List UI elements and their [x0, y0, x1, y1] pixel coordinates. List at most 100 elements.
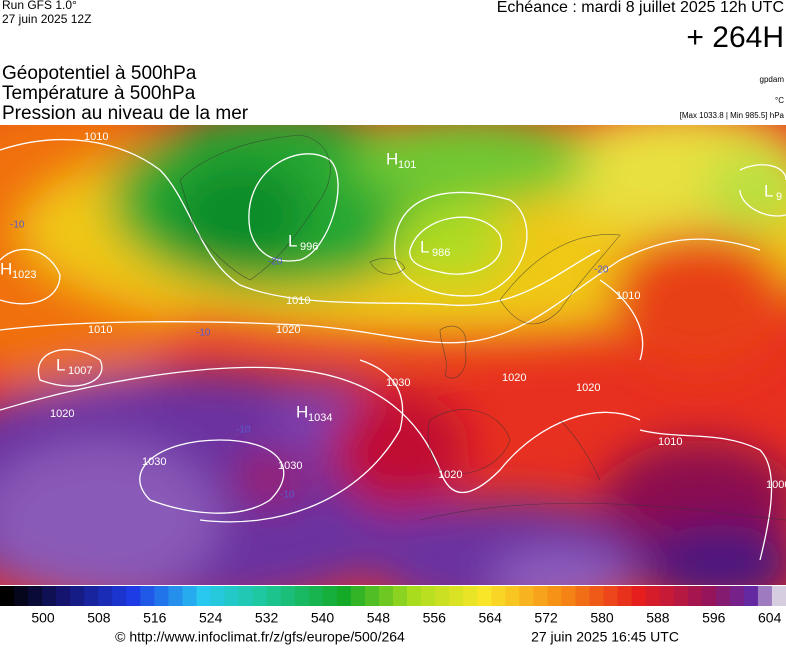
isobar-label: 1020: [50, 408, 74, 420]
isobar: [37, 348, 103, 387]
colorbar-label: 500: [31, 610, 55, 626]
isobar: [0, 366, 641, 494]
colorbar-swatch: [659, 586, 675, 606]
isobar: [394, 191, 528, 297]
temperature-label: -10: [10, 220, 25, 231]
shade-blob: [0, 440, 220, 585]
colorbar-swatch: [238, 586, 254, 606]
colorbar-swatch: [182, 586, 197, 606]
unit-label: gpdam: [760, 75, 785, 84]
colorbar-label: 596: [702, 610, 726, 626]
colorbar-swatch: [224, 586, 240, 606]
isobars: [0, 138, 786, 561]
center-value: 9: [776, 191, 782, 203]
colorbar-swatch: [294, 586, 310, 606]
isobar: [0, 248, 61, 305]
center-letter: L: [288, 231, 297, 250]
colorbar-swatch: [729, 586, 745, 606]
isobar: [0, 238, 761, 344]
isobar-label: 1010: [658, 436, 682, 448]
colorbar-swatch: [421, 586, 436, 606]
colorbar-swatch: [70, 586, 85, 606]
field-title: Température à 500hPa: [2, 83, 196, 104]
colorbar-swatch: [14, 586, 29, 606]
colorbar-swatch: [575, 586, 590, 606]
colorbar-swatch: [280, 586, 296, 606]
colorbar-label: 580: [590, 610, 614, 626]
colorbar-swatch: [463, 586, 478, 606]
shade-blob: [350, 125, 590, 205]
colorbar-swatch: [252, 586, 268, 606]
colorbar-swatch: [308, 586, 324, 606]
run-date: 27 juin 2025 12Z: [2, 12, 91, 26]
colorbar-swatch: [673, 586, 689, 606]
colorbar-swatch: [757, 586, 773, 606]
isobar: [0, 138, 601, 307]
shade-blob: [610, 230, 786, 370]
center-letter: L: [420, 237, 429, 256]
colorbar-swatch: [645, 586, 661, 606]
colorbar: 500 508 516 524 532 540 548 556 564 572 580 588 596 6…: [0, 586, 786, 626]
center-letter: H: [0, 259, 12, 278]
coastlines: [179, 134, 786, 521]
colorbar-swatch: [519, 586, 534, 606]
temperature-label: -20: [268, 257, 283, 268]
colorbar-swatch: [28, 586, 43, 606]
field-shading: [0, 125, 786, 585]
colorbar-swatch: [112, 586, 127, 606]
isobar-label: 1030: [386, 377, 410, 389]
temperature-label: -10: [196, 328, 211, 339]
isobar-label: 1020: [276, 324, 300, 336]
lead-time: + 264H: [686, 21, 784, 54]
field-title: Pression au niveau de la mer: [2, 103, 249, 124]
isobar-label: 1020: [502, 372, 526, 384]
colorbar-swatch: [168, 586, 183, 606]
isobar: [139, 439, 285, 514]
scandinavia: [499, 234, 621, 325]
colorbar-swatch: [364, 586, 380, 606]
center-letter: H: [296, 402, 308, 421]
colorbar-label: 572: [534, 610, 558, 626]
isobar-label: 1030: [278, 460, 302, 472]
colorbar-swatch: [336, 586, 352, 606]
shade-blob: [640, 525, 786, 585]
isobar-label: 1010: [84, 131, 108, 143]
colorbar-swatch: [140, 586, 155, 606]
colorbar-swatch: [491, 586, 506, 606]
unit-label: °C: [775, 96, 784, 105]
colorbar-label: 540: [311, 610, 335, 626]
center-value: 1023: [12, 269, 36, 281]
colorbar-label: 508: [87, 610, 111, 626]
footer-timestamp: 27 juin 2025 16:45 UTC: [531, 629, 679, 645]
colorbar-swatch: [771, 586, 786, 606]
temperature-label: -20: [594, 265, 609, 276]
colorbar-swatch: [350, 586, 366, 606]
colorbar-swatch: [505, 586, 520, 606]
north-africa-coast: [419, 503, 786, 521]
colorbar-swatch: [477, 586, 492, 606]
center-value: 1034: [308, 412, 332, 424]
temperature-label: -10: [236, 425, 251, 436]
colorbar-swatch: [407, 586, 422, 606]
colorbar-swatch: [701, 586, 717, 606]
colorbar-swatch: [715, 586, 731, 606]
center-value: 996: [300, 241, 318, 253]
colorbar-swatch: [322, 586, 338, 606]
shade-blob: [235, 453, 305, 503]
colorbar-swatch: [687, 586, 703, 606]
greenland: [179, 134, 331, 281]
colorbar-swatch: [154, 586, 169, 606]
colorbar-swatch: [0, 586, 15, 606]
center-letter: L: [56, 355, 65, 374]
center-value: 986: [432, 247, 450, 259]
isobar-label: 1010: [616, 290, 640, 302]
center-value: 101: [398, 159, 416, 171]
colorbar-swatch: [98, 586, 113, 606]
isobar: [639, 429, 773, 561]
run-label: Run GFS 1.0°: [2, 0, 77, 12]
